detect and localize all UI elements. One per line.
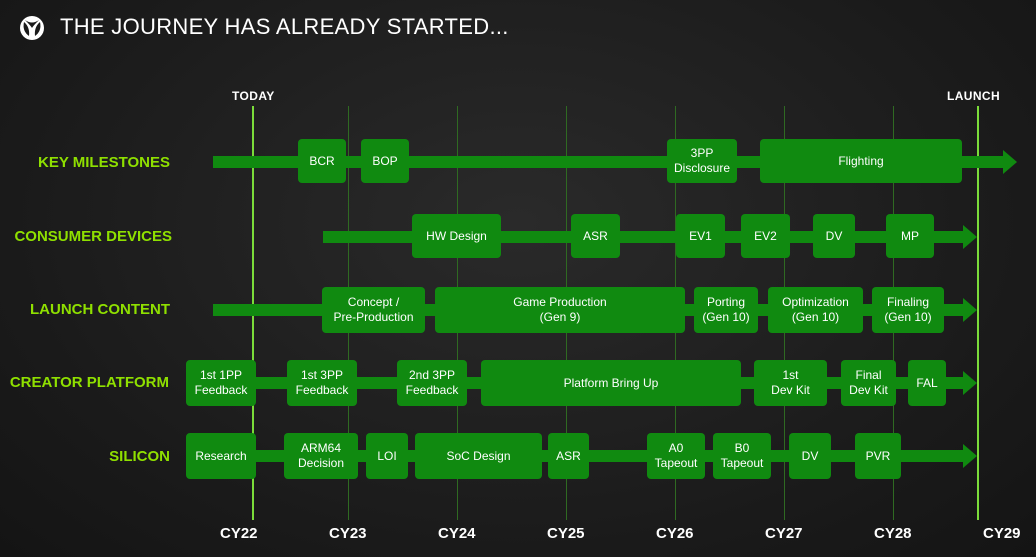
year-label-cy24: CY24 (438, 525, 476, 542)
year-label-cy25: CY25 (547, 525, 585, 542)
creator-1st-dev-kit: 1st Dev Kit (754, 360, 827, 406)
year-label-cy26: CY26 (656, 525, 694, 542)
silicon-b0-tapeout: B0 Tapeout (713, 433, 771, 479)
row-label-creator-platform: CREATOR PLATFORM (9, 374, 169, 391)
silicon-asr: ASR (548, 433, 589, 479)
content-concept-preproduction: Concept / Pre-Production (322, 287, 425, 333)
creator-final-dev-kit: Final Dev Kit (841, 360, 896, 406)
content-finaling: Finaling (Gen 10) (872, 287, 944, 333)
silicon-research: Research (186, 433, 256, 479)
silicon-pvr: PVR (855, 433, 901, 479)
device-ev2: EV2 (741, 214, 790, 258)
year-label-cy22: CY22 (220, 525, 258, 542)
silicon-soc-design: SoC Design (415, 433, 542, 479)
creator-platform-arrow (963, 371, 977, 395)
year-label-cy23: CY23 (329, 525, 367, 542)
content-optimization: Optimization (Gen 10) (768, 287, 863, 333)
device-hw-design: HW Design (412, 214, 501, 258)
creator-2nd-3pp-feedback: 2nd 3PP Feedback (397, 360, 467, 406)
creator-fal: FAL (908, 360, 946, 406)
slide-title: THE JOURNEY HAS ALREADY STARTED... (60, 14, 509, 39)
milestone-flighting: Flighting (760, 139, 962, 183)
row-label-consumer-devices: CONSUMER DEVICES (14, 228, 172, 245)
key-milestones-arrow (1003, 150, 1017, 174)
row-label-key-milestones: KEY MILESTONES (38, 154, 170, 171)
creator-1st-3pp-feedback: 1st 3PP Feedback (287, 360, 357, 406)
silicon-arrow (963, 444, 977, 468)
device-mp: MP (886, 214, 934, 258)
device-dv: DV (813, 214, 855, 258)
milestone-bop: BOP (361, 139, 409, 183)
milestone-bcr: BCR (298, 139, 346, 183)
consumer-devices-arrow (963, 225, 977, 249)
launch-marker-label: LAUNCH (947, 89, 1001, 103)
launch-line (977, 106, 979, 520)
today-marker-label: TODAY (232, 89, 275, 103)
year-label-cy29: CY29 (983, 525, 1021, 542)
device-ev1: EV1 (676, 214, 725, 258)
row-label-launch-content: LAUNCH CONTENT (30, 301, 170, 318)
creator-platform-bring-up: Platform Bring Up (481, 360, 741, 406)
row-label-silicon: SILICON (109, 448, 170, 465)
year-label-cy27: CY27 (765, 525, 803, 542)
xbox-logo-icon (20, 16, 44, 40)
device-asr: ASR (571, 214, 620, 258)
year-label-cy28: CY28 (874, 525, 912, 542)
content-game-production: Game Production (Gen 9) (435, 287, 685, 333)
silicon-arm64-decision: ARM64 Decision (284, 433, 358, 479)
content-porting: Porting (Gen 10) (694, 287, 758, 333)
launch-content-arrow (963, 298, 977, 322)
silicon-loi: LOI (366, 433, 408, 479)
silicon-dv: DV (789, 433, 831, 479)
silicon-a0-tapeout: A0 Tapeout (647, 433, 705, 479)
milestone-3pp-disclosure: 3PP Disclosure (667, 139, 737, 183)
creator-1st-1pp-feedback: 1st 1PP Feedback (186, 360, 256, 406)
